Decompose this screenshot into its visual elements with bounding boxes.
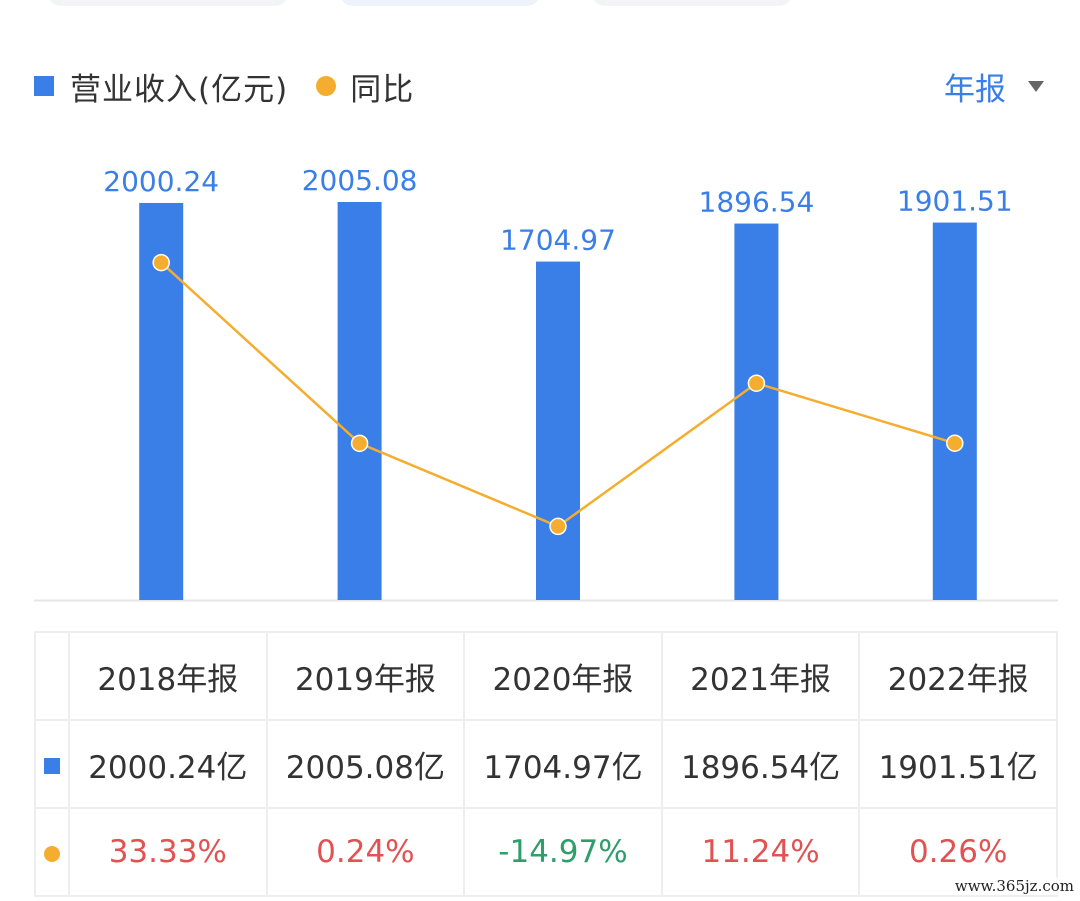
yoy-cell: 11.24%	[660, 807, 861, 897]
revenue-cell: 1704.97亿	[463, 719, 663, 809]
table-header-cell: 2021年报	[660, 631, 861, 721]
bar-value-label: 1901.51	[897, 185, 1013, 218]
revenue-bar	[734, 223, 779, 600]
yoy-point	[946, 434, 964, 452]
revenue-cell: 1896.54亿	[660, 719, 861, 809]
table-header-row: 2018年报 2019年报 2020年报 2021年报 2022年报	[34, 631, 1058, 721]
revenue-bar	[337, 202, 382, 600]
revenue-cell: 1901.51亿	[858, 719, 1058, 809]
table-corner-cell	[34, 631, 70, 721]
revenue-bar	[536, 261, 580, 600]
table-row-revenue: 2000.24亿 2005.08亿 1704.97亿 1896.54亿 1901…	[34, 719, 1058, 809]
top-tab-active[interactable]	[340, 0, 540, 6]
bar-value-label: 2005.08	[302, 164, 418, 197]
watermark: www.365jz.com	[954, 877, 1074, 895]
square-marker-icon	[44, 758, 60, 774]
table-header-cell: 2022年报	[858, 631, 1058, 721]
bar-value-label: 2000.24	[103, 165, 219, 198]
table-header-cell: 2019年报	[265, 631, 466, 721]
yoy-point	[747, 374, 766, 392]
revenue-cell: 2005.08亿	[265, 719, 466, 809]
yoy-cell: 0.24%	[265, 807, 466, 897]
period-select[interactable]: 年报	[944, 62, 1044, 110]
yoy-point	[549, 517, 567, 536]
legend-label-yoy: 同比	[350, 71, 415, 108]
top-tab[interactable]	[48, 0, 288, 6]
chart-legend: 营业收入(亿元) 同比	[34, 62, 442, 110]
table-header-cell: 2018年报	[68, 631, 268, 721]
revenue-cell: 2000.24亿	[68, 719, 268, 809]
square-marker-icon	[34, 76, 54, 96]
caret-down-icon	[1028, 80, 1044, 92]
bar-value-label: 1704.97	[500, 224, 616, 257]
bar-value-label: 1896.54	[699, 186, 815, 219]
legend-label-revenue: 营业收入(亿元)	[70, 71, 289, 108]
yoy-point	[350, 434, 369, 453]
table-row-marker	[34, 719, 70, 809]
dot-marker-icon	[316, 76, 337, 96]
legend-item-revenue[interactable]: 营业收入(亿元)	[34, 64, 288, 109]
revenue-bar	[932, 222, 977, 600]
table-row-marker	[34, 807, 70, 897]
top-tab[interactable]	[592, 0, 792, 6]
yoy-point	[152, 253, 170, 272]
yoy-cell: -14.97%	[463, 807, 663, 897]
legend-item-yoy[interactable]: 同比	[316, 64, 414, 109]
period-select-label: 年报	[944, 71, 1006, 108]
data-table: 2018年报 2019年报 2020年报 2021年报 2022年报 2000.…	[34, 631, 1058, 897]
dot-marker-icon	[44, 846, 60, 862]
table-header-cell: 2020年报	[463, 631, 663, 721]
table-row-yoy: 33.33% 0.24% -14.97% 11.24% 0.26%	[34, 807, 1058, 897]
revenue-chart: 2000.24 2005.08 1704.97 1896.54 1901.51	[34, 164, 1058, 602]
yoy-cell: 33.33%	[68, 807, 268, 897]
